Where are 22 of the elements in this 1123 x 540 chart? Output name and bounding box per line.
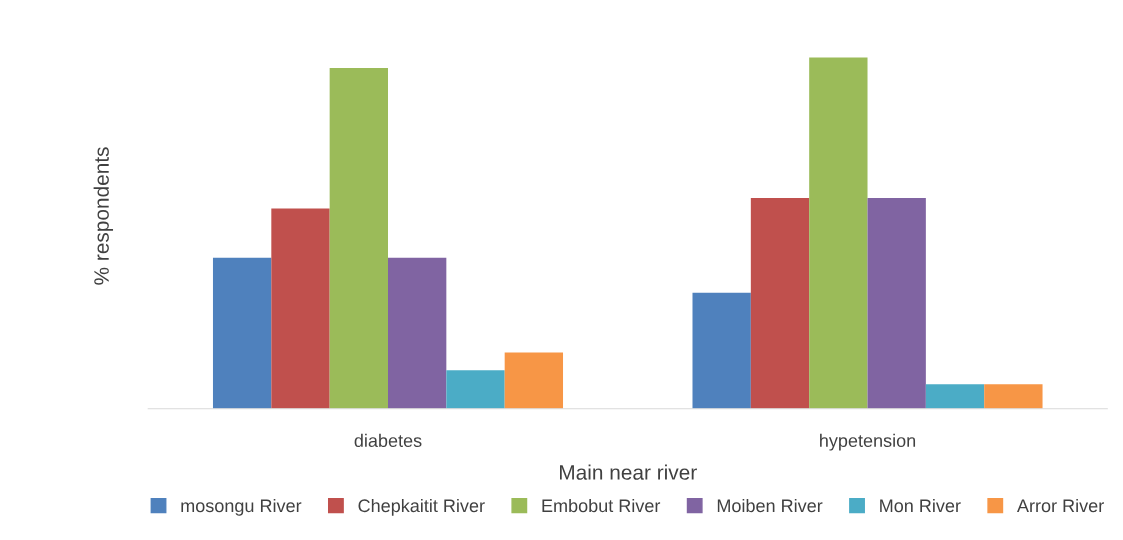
bar [446, 370, 505, 409]
bar [984, 384, 1043, 409]
bar [692, 292, 751, 409]
bar [504, 352, 564, 409]
y-axis-title: % respondents [93, 147, 114, 285]
bar [867, 198, 926, 409]
legend-label: Mon River [880, 498, 961, 513]
bar [750, 198, 810, 409]
bar [329, 68, 388, 409]
legend-label: mosongu River [181, 498, 302, 516]
x-tick-label: diabetes [354, 433, 422, 448]
bar [212, 257, 272, 409]
bar [809, 57, 868, 409]
legend-label: Moiben River [717, 498, 823, 513]
bar [271, 208, 330, 409]
legend-label: Arror River [1016, 498, 1104, 513]
bar [925, 384, 985, 409]
x-axis-title: Main near river [560, 464, 697, 480]
legend-label: Embobut River [542, 498, 661, 513]
legend-label: Chepkaitit River [358, 498, 485, 516]
x-tick-label: hypetension [820, 433, 916, 451]
bar [388, 257, 447, 409]
